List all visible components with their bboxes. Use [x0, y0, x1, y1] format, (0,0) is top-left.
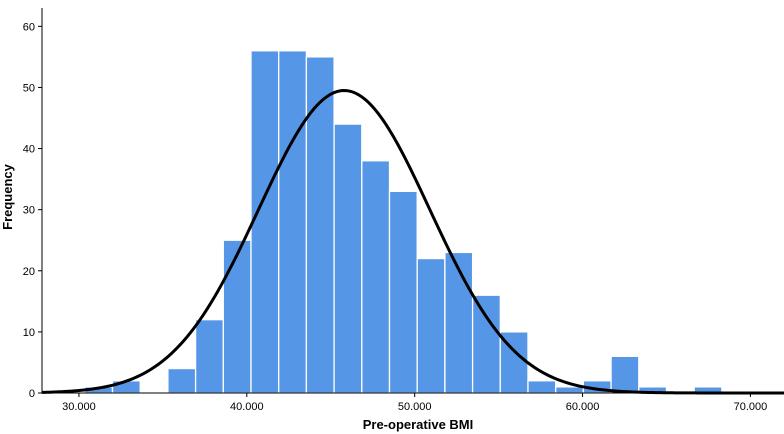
y-axis-title: Frequency [0, 163, 15, 230]
axes-layer: 0 10 20 30 40 50 60 30.000 40.000 50.000 60.000 70.… [23, 8, 784, 413]
y-tick-label: 40 [23, 144, 35, 156]
x-tick-label: 70.000 [734, 401, 768, 413]
histogram-bar [416, 257, 446, 394]
histogram-bar [388, 190, 418, 394]
bars-layer [84, 50, 723, 394]
y-tick-label: 10 [23, 327, 35, 339]
y-tick-label: 50 [23, 82, 35, 94]
y-tick-label: 20 [23, 266, 35, 278]
x-tick-label: 60.000 [566, 401, 600, 413]
histogram-bar [333, 123, 363, 394]
y-tick-label: 30 [23, 205, 35, 217]
histogram-bar [527, 380, 557, 394]
histogram-bar [610, 355, 640, 394]
x-tick-label: 40.000 [230, 401, 264, 413]
histogram-bar [278, 50, 308, 394]
histogram-bar [555, 386, 585, 394]
histogram-bar [361, 160, 391, 394]
histogram-bar [444, 251, 474, 394]
y-tick-label: 0 [29, 388, 35, 400]
histogram-bar [222, 239, 252, 394]
labels-layer: Pre-operative BMI Frequency [0, 163, 473, 432]
y-tick-label: 60 [23, 21, 35, 33]
histogram-bar [471, 294, 501, 394]
x-tick-label: 50.000 [398, 401, 432, 413]
histogram-bar [305, 56, 335, 394]
histogram-bar [167, 367, 197, 394]
histogram-bar [194, 319, 224, 394]
x-tick-label: 30.000 [62, 401, 96, 413]
x-axis-title: Pre-operative BMI [363, 417, 474, 432]
histogram-bar [250, 50, 280, 394]
